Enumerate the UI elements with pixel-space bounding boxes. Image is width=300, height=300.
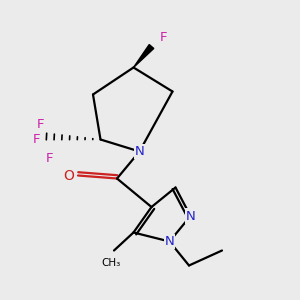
Text: N: N xyxy=(165,235,174,248)
Text: N: N xyxy=(186,209,195,223)
Text: F: F xyxy=(160,31,167,44)
Text: F: F xyxy=(37,118,44,131)
Text: F: F xyxy=(46,152,53,166)
Text: O: O xyxy=(64,169,74,182)
Text: CH₃: CH₃ xyxy=(101,257,121,268)
Text: F: F xyxy=(32,133,40,146)
Text: N: N xyxy=(135,145,144,158)
Polygon shape xyxy=(134,44,154,68)
